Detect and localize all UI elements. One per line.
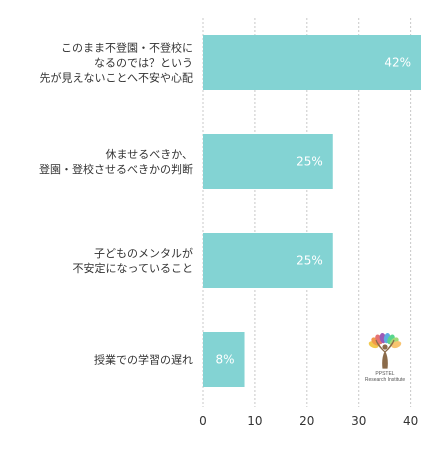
- category-labels: このまま不登園・不登校になるのでは？という先が見えないことへ不安や心配休ませるべ…: [39, 41, 193, 367]
- bar-0: [203, 35, 421, 90]
- bar-3: [203, 332, 245, 387]
- category-label-3: 授業での学習の遅れ: [94, 353, 193, 367]
- category-label-1-line-0: 休ませるべきか、: [106, 148, 193, 161]
- category-label-0-line-2: 先が見えないことへ不安や心配: [40, 71, 193, 85]
- category-label-3-line-0: 授業での学習の遅れ: [94, 353, 193, 367]
- category-label-1-line-1: 登園・登校させるべきかの判断: [39, 162, 193, 176]
- category-label-2-line-0: 子どものメンタルが: [94, 246, 193, 260]
- bar-2: [203, 233, 333, 288]
- value-labels: 42% 25% 25% 8%: [215, 56, 411, 367]
- value-label-1: 25%: [296, 155, 323, 169]
- x-tick-label-1: 10: [247, 414, 262, 428]
- bars: [203, 35, 421, 387]
- category-label-0-line-0: このまま不登園・不登校に: [61, 41, 193, 55]
- category-label-0-line-1: なるのでは？という: [94, 57, 193, 70]
- research-logo: PPSTEL Research Institute: [365, 333, 406, 383]
- logo-subtitle: Research Institute: [365, 377, 406, 383]
- bar-1: [203, 134, 333, 189]
- value-label-2: 25%: [296, 254, 323, 268]
- category-label-2-line-1: 不安定になっていること: [73, 261, 193, 275]
- x-tick-label-4: 40: [403, 414, 418, 428]
- logo-name: PPSTEL: [375, 371, 394, 377]
- category-label-0: このまま不登園・不登校になるのでは？という先が見えないことへ不安や心配: [40, 41, 193, 85]
- logo-head-icon: [382, 344, 388, 350]
- value-label-0: 42%: [384, 56, 411, 70]
- category-label-2: 子どものメンタルが不安定になっていること: [73, 246, 193, 275]
- logo-leaves-icon: [368, 333, 402, 349]
- category-label-1: 休ませるべきか、登園・登校させるべきかの判断: [39, 148, 193, 176]
- x-tick-label-0: 0: [199, 414, 207, 428]
- value-label-3: 8%: [215, 353, 234, 367]
- x-tick-label-3: 30: [351, 414, 366, 428]
- logo-figure-icon: [375, 339, 395, 369]
- logo-leaf-7: [391, 341, 402, 349]
- x-tick-label-2: 20: [299, 414, 314, 428]
- x-axis-ticks: 0 10 20 30 40: [199, 414, 418, 428]
